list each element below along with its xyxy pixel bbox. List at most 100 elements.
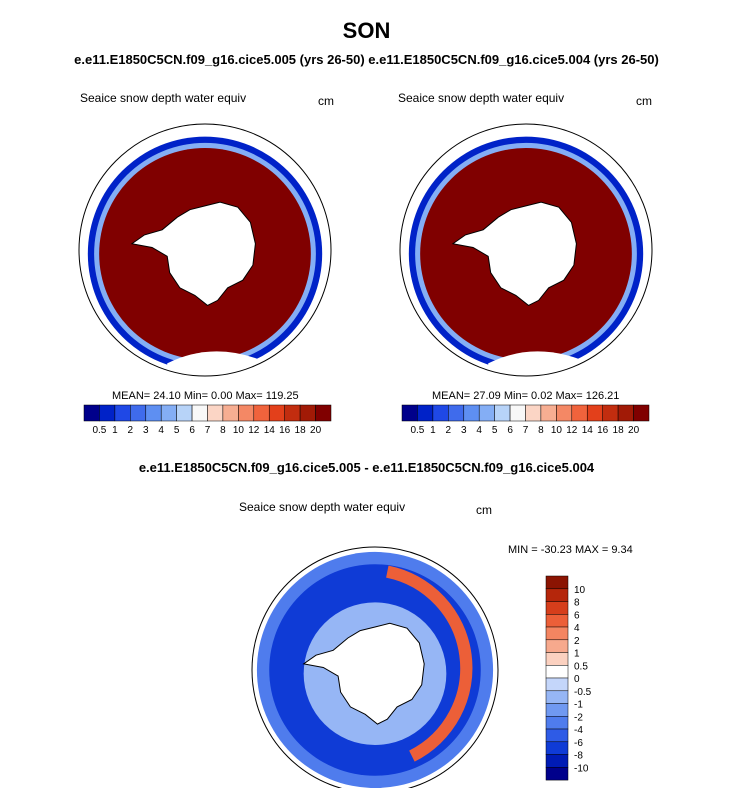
right-panel-open-ocean <box>488 351 596 376</box>
left-colorbar-tick-label: 0.5 <box>92 425 106 436</box>
difference-colorbar-swatch <box>545 652 569 666</box>
left-panel-antarctica <box>130 201 256 306</box>
difference-panel-units: cm <box>476 503 492 517</box>
difference-panel-antarctica <box>302 622 425 725</box>
difference-colorbar-swatch <box>545 728 569 743</box>
right-colorbar-swatch <box>540 404 557 422</box>
right-colorbar-tick-label: 3 <box>461 425 467 436</box>
left-panel-map-border <box>78 123 332 377</box>
left-colorbar-tick-label: 2 <box>128 425 134 436</box>
left-colorbar-tick-label: 14 <box>264 425 276 436</box>
right-colorbar-swatch <box>494 404 511 422</box>
left-panel-stats: MEAN= 24.10 Min= 0.00 Max= 119.25 <box>112 390 299 402</box>
right-panel-map-border <box>399 123 653 377</box>
right-colorbar-swatch <box>587 404 603 422</box>
difference-panel-title: Seaice snow depth water equiv <box>239 500 406 514</box>
right-colorbar-swatch <box>478 404 495 422</box>
difference-colorbar-tick-label: 8 <box>574 598 580 609</box>
case-comparison-line: e.e11.E1850C5CN.f09_g16.cice5.005 (yrs 2… <box>74 52 659 67</box>
left-colorbar-swatch <box>269 404 285 422</box>
right-colorbar-swatch <box>556 404 573 422</box>
difference-colorbar-tick-label: -1 <box>574 700 583 711</box>
left-colorbar-swatch <box>238 404 255 422</box>
difference-colorbar-swatch <box>545 741 569 755</box>
difference-colorbar-swatch <box>545 575 569 590</box>
left-colorbar-swatch <box>315 404 332 422</box>
difference-colorbar-tick-label: 0 <box>574 674 580 685</box>
difference-panel-map-border <box>251 546 499 788</box>
figure-title: SON <box>342 18 391 43</box>
left-colorbar-swatch <box>160 404 177 422</box>
right-colorbar-tick-label: 20 <box>628 425 640 436</box>
difference-colorbar-swatch <box>545 588 569 602</box>
difference-colorbar-swatch <box>545 716 569 730</box>
left-panel-map <box>78 123 332 377</box>
left-colorbar-swatch <box>99 404 116 422</box>
difference-colorbar-swatch <box>545 677 569 692</box>
right-panel-units: cm <box>636 94 652 108</box>
difference-colorbar-swatch <box>545 665 569 679</box>
difference-colorbar-tick-label: 0.5 <box>574 661 588 672</box>
left-panel-title: Seaice snow depth water equiv <box>80 91 247 105</box>
left-colorbar-tick-label: 4 <box>158 425 164 436</box>
left-colorbar-swatch <box>222 404 239 422</box>
right-colorbar-tick-label: 0.5 <box>410 425 424 436</box>
difference-colorbar-swatch <box>545 626 569 641</box>
left-colorbar-tick-label: 8 <box>220 425 226 436</box>
left-colorbar-tick-label: 18 <box>295 425 307 436</box>
difference-colorbar-tick-label: -0.5 <box>574 687 592 698</box>
difference-colorbar-tick-label: -4 <box>574 725 583 736</box>
difference-colorbar-tick-label: 10 <box>574 585 586 596</box>
left-colorbar-tick-label: 6 <box>189 425 195 436</box>
left-colorbar-swatch <box>284 404 301 422</box>
right-colorbar-tick-label: 8 <box>538 425 544 436</box>
difference-colorbar-tick-label: -6 <box>574 738 583 749</box>
right-colorbar-swatch <box>509 404 526 422</box>
right-colorbar-tick-label: 16 <box>597 425 609 436</box>
right-colorbar-tick-label: 6 <box>507 425 513 436</box>
right-colorbar-tick-label: 1 <box>430 425 436 436</box>
right-colorbar-tick-label: 2 <box>446 425 452 436</box>
left-colorbar-tick-label: 1 <box>112 425 118 436</box>
right-colorbar-swatch <box>617 404 634 422</box>
left-colorbar-tick-label: 3 <box>143 425 149 436</box>
left-colorbar-swatch <box>191 404 208 422</box>
right-panel-antarctica <box>451 201 577 306</box>
right-colorbar-tick-label: 14 <box>582 425 594 436</box>
right-colorbar-tick-label: 4 <box>476 425 482 436</box>
right-colorbar-tick-label: 12 <box>566 425 578 436</box>
right-colorbar-tick-label: 18 <box>613 425 625 436</box>
right-colorbar-tick-label: 5 <box>492 425 498 436</box>
left-colorbar-tick-label: 7 <box>205 425 211 436</box>
left-colorbar-swatch <box>207 404 224 422</box>
left-panel-open-ocean <box>167 351 275 376</box>
difference-colorbar-swatch <box>545 767 569 781</box>
left-colorbar-swatch <box>130 404 146 422</box>
difference-colorbar-swatch <box>545 690 569 704</box>
difference-panel-positive-band <box>386 565 473 762</box>
difference-panel-stats: MIN = -30.23 MAX = 9.34 <box>508 544 633 556</box>
left-colorbar-swatch <box>114 404 131 422</box>
right-colorbar-swatch <box>401 404 418 422</box>
right-panel-map <box>399 123 653 377</box>
right-colorbar-swatch <box>633 404 650 422</box>
difference-colorbar-tick-label: 2 <box>574 636 580 647</box>
left-panel-units: cm <box>318 94 334 108</box>
difference-colorbar-tick-label: -2 <box>574 712 583 723</box>
difference-colorbar-tick-label: -8 <box>574 751 583 762</box>
left-colorbar-swatch <box>253 404 270 422</box>
left-colorbar-tick-label: 16 <box>279 425 291 436</box>
left-colorbar-swatch <box>145 404 162 422</box>
difference-colorbar-swatch <box>545 601 569 615</box>
left-colorbar-tick-label: 20 <box>310 425 322 436</box>
difference-colorbar-tick-label: 4 <box>574 623 580 634</box>
left-colorbar-swatch <box>83 404 100 422</box>
left-colorbar-tick-label: 12 <box>248 425 260 436</box>
difference-colorbar-swatch <box>545 639 569 653</box>
right-colorbar-swatch <box>463 404 480 422</box>
right-colorbar-tick-label: 10 <box>551 425 563 436</box>
left-colorbar-tick-label: 10 <box>233 425 245 436</box>
left-colorbar-swatch <box>299 404 316 422</box>
difference-colorbar-swatch <box>545 614 569 628</box>
